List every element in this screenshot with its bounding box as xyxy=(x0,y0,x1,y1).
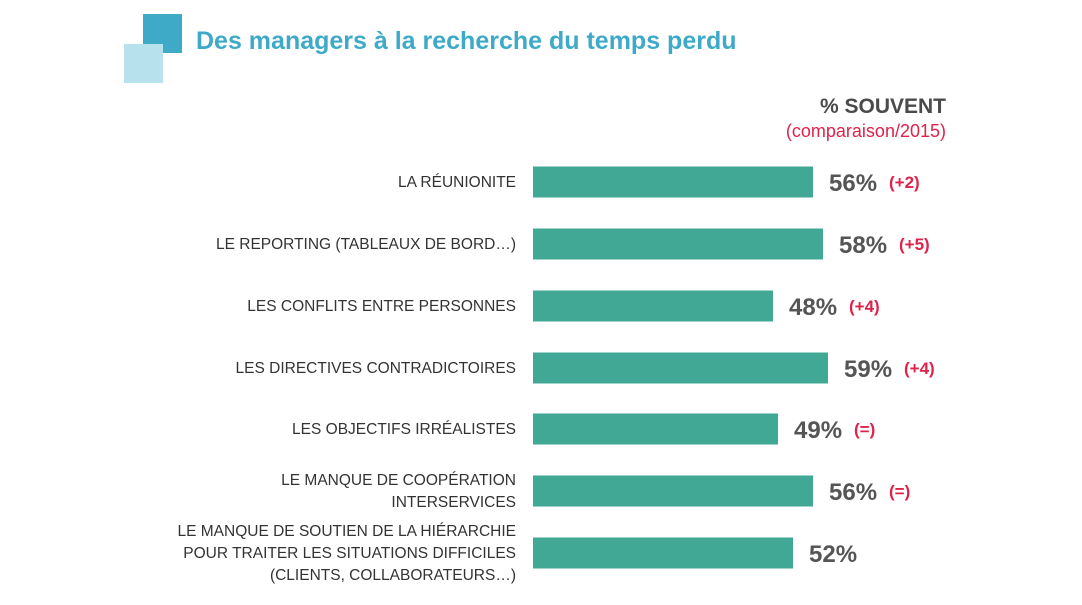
bar-3 xyxy=(533,352,828,384)
value-label-5: 56% xyxy=(829,479,877,506)
value-label-0: 56% xyxy=(829,170,877,197)
category-label-0: LA RÉUNIONITE xyxy=(398,174,516,191)
value-label-3: 59% xyxy=(844,356,892,383)
category-label-1: LE REPORTING (TABLEAUX DE BORD…) xyxy=(216,236,516,253)
column-subtitle: (comparaison/2015) xyxy=(785,121,946,141)
bar-1 xyxy=(533,228,823,260)
value-label-4: 49% xyxy=(794,417,842,444)
category-label-4: LES OBJECTIFS IRRÉALISTES xyxy=(292,421,516,438)
bar-4 xyxy=(533,413,778,445)
bar-5 xyxy=(533,475,813,507)
change-label-3: (+4) xyxy=(904,359,935,378)
value-label-6: 52% xyxy=(809,541,857,568)
change-label-0: (+2) xyxy=(889,173,920,192)
value-label-1: 58% xyxy=(839,232,887,259)
chart-title: Des managers à la recherche du temps per… xyxy=(196,27,737,55)
category-label-6: LE MANQUE DE SOUTIEN DE LA HIÉRARCHIE POU… xyxy=(178,523,517,584)
column-title: % SOUVENT xyxy=(819,95,946,118)
bar-0 xyxy=(533,166,813,198)
value-label-2: 48% xyxy=(789,294,837,321)
logo-square-light xyxy=(124,44,163,83)
change-label-2: (+4) xyxy=(849,297,880,316)
change-label-1: (+5) xyxy=(899,235,930,254)
change-label-4: (=) xyxy=(854,420,875,439)
category-label-2: LES CONFLITS ENTRE PERSONNES xyxy=(247,298,516,315)
category-label-3: LES DIRECTIVES CONTRADICTOIRES xyxy=(236,360,516,377)
change-label-5: (=) xyxy=(889,482,910,501)
bar-2 xyxy=(533,290,773,322)
category-label-5: LE MANQUE DE COOPÉRATION INTERSERVICES xyxy=(281,472,516,511)
bar-6 xyxy=(533,537,793,569)
